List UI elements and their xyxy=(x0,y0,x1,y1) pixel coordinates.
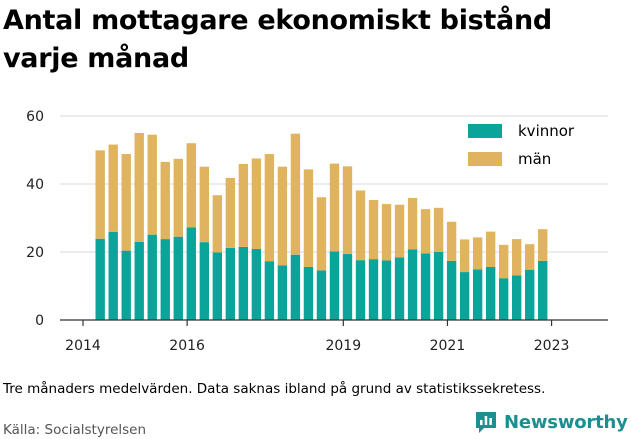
bar-man xyxy=(342,166,353,255)
bar-man xyxy=(251,158,262,249)
bar-man xyxy=(121,154,131,251)
axes: 0 20 40 60 2014 2016 2019 2021 2023 xyxy=(26,109,608,354)
y-tick-label: 60 xyxy=(26,109,44,125)
bar-man xyxy=(212,195,223,253)
bar-kvinnor xyxy=(134,241,144,320)
bar-kvinnor xyxy=(381,260,392,320)
legend: kvinnor män xyxy=(468,122,575,168)
bar-man xyxy=(134,133,144,242)
bar-kvinnor xyxy=(277,265,288,320)
bar-man xyxy=(420,209,431,254)
bars xyxy=(95,133,548,320)
bar-man xyxy=(108,144,118,232)
bar-man xyxy=(485,231,496,267)
y-tick-label: 0 xyxy=(35,313,44,329)
bar-kvinnor xyxy=(446,260,457,320)
bar-man xyxy=(368,199,379,260)
bar-man xyxy=(147,134,157,235)
bar-kvinnor xyxy=(329,251,340,320)
x-tick-label: 2016 xyxy=(169,338,205,354)
bar-kvinnor xyxy=(264,261,275,320)
bar-man xyxy=(459,239,470,273)
bar-man xyxy=(512,239,522,276)
brand-logo: Newsworthy xyxy=(474,410,628,434)
bar-kvinnor xyxy=(433,252,444,320)
bar-kvinnor xyxy=(160,239,170,320)
bar-man xyxy=(160,161,170,240)
x-tick-label: 2021 xyxy=(430,338,466,354)
bar-kvinnor xyxy=(538,260,548,320)
bar-kvinnor xyxy=(108,231,118,320)
bar-man xyxy=(186,143,196,228)
bar-kvinnor xyxy=(498,278,509,320)
bar-kvinnor xyxy=(290,254,301,320)
bar-man xyxy=(355,190,366,261)
x-tick-label: 2019 xyxy=(325,338,361,354)
bar-kvinnor xyxy=(316,270,327,320)
stacked-bar-chart: 0 20 40 60 2014 2016 2019 2021 2023 kvinnor män xyxy=(26,109,608,354)
y-tick-label: 20 xyxy=(26,245,44,261)
x-tick-label: 2023 xyxy=(534,338,570,354)
legend-swatch-man xyxy=(468,152,502,166)
bar-kvinnor xyxy=(512,275,522,320)
bar-kvinnor xyxy=(342,254,353,320)
y-tick-label: 40 xyxy=(26,177,44,193)
chart-title: Antal mottagare ekonomiskt bistånd varje… xyxy=(3,5,552,74)
bar-man xyxy=(381,204,392,261)
legend-swatch-kvinnor xyxy=(468,124,502,138)
bar-man xyxy=(199,166,209,243)
newsworthy-logo-icon xyxy=(476,412,496,433)
bar-kvinnor xyxy=(303,266,314,320)
bar-man xyxy=(433,207,444,252)
bar-man xyxy=(472,237,483,270)
bar-kvinnor xyxy=(525,269,535,320)
bar-kvinnor xyxy=(186,227,196,320)
legend-label-kvinnor: kvinnor xyxy=(518,122,575,140)
bar-kvinnor xyxy=(407,249,418,320)
bar-kvinnor xyxy=(225,247,236,320)
bar-kvinnor xyxy=(485,266,496,320)
bar-kvinnor xyxy=(95,238,105,320)
bar-kvinnor xyxy=(251,248,262,320)
x-tick-label: 2014 xyxy=(65,338,101,354)
bar-kvinnor xyxy=(459,272,470,320)
bar-man xyxy=(95,150,105,239)
bar-man xyxy=(173,158,183,237)
bar-man xyxy=(290,133,301,255)
bar-kvinnor xyxy=(394,257,405,320)
bar-man xyxy=(538,229,548,261)
bar-kvinnor xyxy=(420,253,431,320)
bar-kvinnor xyxy=(147,234,157,320)
bar-man xyxy=(525,244,535,270)
bar-man xyxy=(407,197,418,250)
bar-kvinnor xyxy=(472,269,483,320)
bar-kvinnor xyxy=(355,260,366,320)
bar-kvinnor xyxy=(121,250,131,320)
bar-man xyxy=(446,221,457,261)
footnote: Tre månaders medelvärden. Data saknas ib… xyxy=(3,381,546,397)
bar-kvinnor xyxy=(212,252,223,320)
bar-man xyxy=(394,204,405,258)
bar-man xyxy=(303,169,314,267)
bar-man xyxy=(498,244,509,279)
brand-name: Newsworthy xyxy=(504,411,628,433)
bar-man xyxy=(238,163,249,247)
bar-man xyxy=(264,154,275,262)
bar-kvinnor xyxy=(173,236,183,320)
bar-man xyxy=(225,177,236,248)
bar-kvinnor xyxy=(368,259,379,320)
bar-kvinnor xyxy=(199,242,209,320)
bar-man xyxy=(316,197,327,271)
bar-man xyxy=(329,163,340,252)
bar-kvinnor xyxy=(238,246,249,320)
source-credit: Källa: Socialstyrelsen xyxy=(3,422,147,438)
legend-label-man: män xyxy=(518,150,551,168)
bar-man xyxy=(277,166,288,266)
